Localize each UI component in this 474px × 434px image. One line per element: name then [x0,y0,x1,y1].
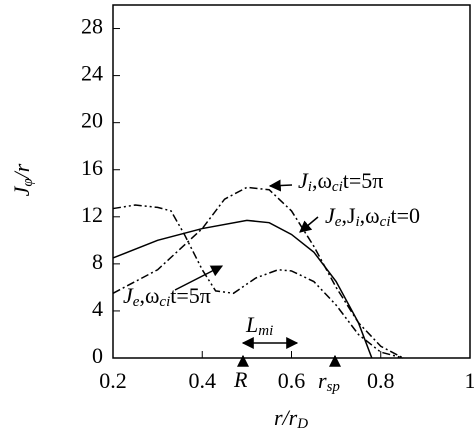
annotation: Je,ωcit=5π [123,283,211,310]
text-part: ,ω [312,168,332,193]
arrow [299,216,319,233]
annotation: Ji,ωcit=5π [298,168,383,195]
text-part: ,J [341,203,356,228]
subscript: ci [332,179,343,195]
text-part: R [233,367,248,392]
y-tick-label: 12 [81,202,103,227]
text-part: t=0 [390,203,420,228]
subscript: sp [327,379,341,395]
text-part: L [245,312,258,337]
text-part: φ [20,178,36,186]
y-tick-label: 16 [81,155,103,180]
x-tick-label: 0.8 [367,368,395,393]
y-tick-label: 24 [81,61,103,86]
arrow [268,179,293,192]
text-part: r [289,405,298,430]
subscript: e [335,214,342,230]
x-tick-label: 0.4 [189,368,217,393]
text-part: J [9,185,34,196]
line-series [112,186,404,359]
text-part: t=5π [170,283,211,308]
x-tick-label: 1 [465,368,474,393]
text-part: r [9,163,34,172]
subscript: mi [258,323,273,339]
x-tick-label: 0.6 [278,368,306,393]
subscript: i [308,179,312,195]
annotation: Lmi [245,312,273,339]
y-tick-label: 8 [92,249,103,274]
annotation: R [233,367,248,392]
line-series [112,219,373,359]
y-tick-label: 4 [92,296,103,321]
y-tick-label: 20 [81,108,103,133]
text-part: r [318,368,327,393]
text-part: ,ω [360,203,380,228]
subscript: i [356,214,360,230]
subscript: e [133,294,140,310]
arrow [174,265,224,291]
subscript: ci [380,214,391,230]
text-part: J [298,168,309,193]
annotation: rsp [318,368,340,395]
text-part: D [296,416,308,432]
text-part: r [274,405,283,430]
text-part: / [9,170,34,180]
text-part: J [325,203,336,228]
x-axis-label: r/rD [274,405,308,432]
text-part: / [281,405,291,430]
text-part: J [123,283,134,308]
text-part: t=5π [343,168,384,193]
y-tick-label: 0 [92,343,103,368]
subscript: ci [159,294,170,310]
annotation: Je,Ji,ωcit=0 [325,203,420,230]
y-tick-label: 28 [81,14,103,39]
x-tick-label: 0.2 [99,368,127,393]
text-part: ,ω [139,283,159,308]
y-axis-label: Jφ/r [9,163,36,196]
